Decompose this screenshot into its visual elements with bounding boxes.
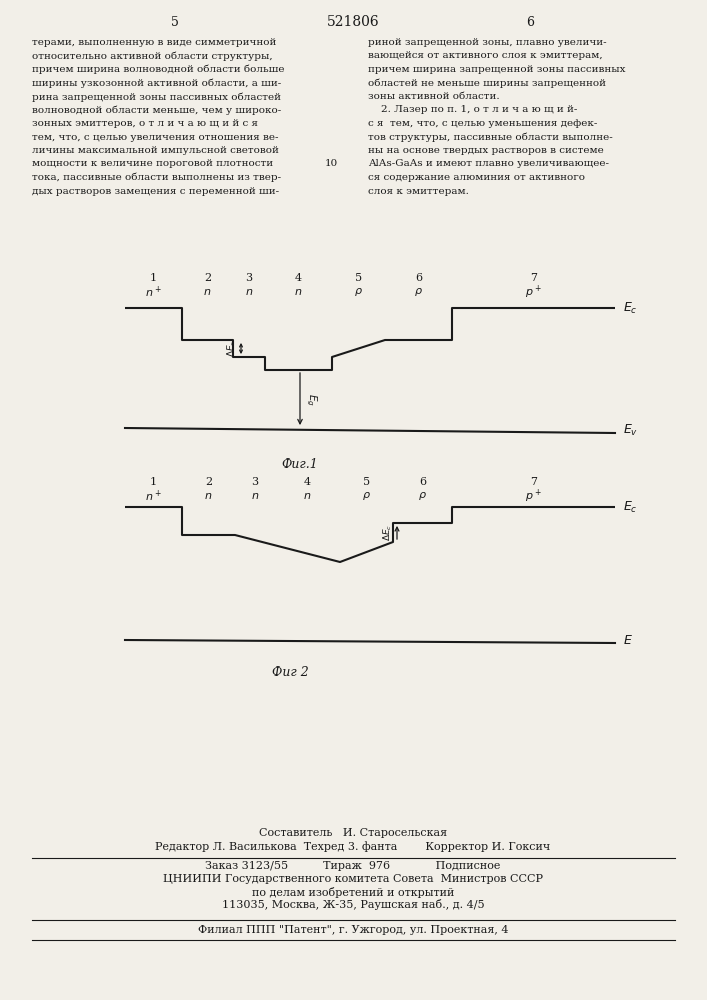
Text: 4: 4 (304, 477, 311, 487)
Text: $n$: $n$ (303, 491, 312, 501)
Text: 521806: 521806 (327, 15, 380, 29)
Text: AlAs-GaAs и имеют плавно увеличивающее-: AlAs-GaAs и имеют плавно увеличивающее- (368, 159, 609, 168)
Text: Составитель   И. Старосельская: Составитель И. Старосельская (259, 828, 447, 838)
Text: дых растворов замещения с переменной ши-: дых растворов замещения с переменной ши- (32, 186, 279, 196)
Text: 7: 7 (530, 273, 537, 283)
Text: зонных эмиттеров, о т л и ч а ю щ и й с я: зонных эмиттеров, о т л и ч а ю щ и й с … (32, 119, 258, 128)
Text: по делам изобретений и открытий: по делам изобретений и открытий (252, 886, 454, 898)
Text: личины максимальной импульсной световой: личины максимальной импульсной световой (32, 146, 279, 155)
Text: $\rho$: $\rho$ (362, 490, 371, 502)
Text: ЦНИИПИ Государственного комитета Совета  Министров СССР: ЦНИИПИ Государственного комитета Совета … (163, 874, 543, 884)
Text: 6: 6 (415, 273, 422, 283)
Text: причем ширина волноводной области больше: причем ширина волноводной области больше (32, 65, 284, 75)
Text: 6: 6 (419, 477, 426, 487)
Text: 5: 5 (355, 273, 362, 283)
Text: 6: 6 (526, 15, 534, 28)
Text: $\Delta E_c$: $\Delta E_c$ (382, 523, 394, 541)
Text: $n$: $n$ (204, 491, 213, 501)
Text: вающейся от активного слоя к эмиттерам,: вающейся от активного слоя к эмиттерам, (368, 51, 602, 60)
Text: $\rho$: $\rho$ (354, 286, 363, 298)
Text: Фиг.1: Фиг.1 (281, 458, 318, 472)
Text: $n^+$: $n^+$ (145, 284, 162, 300)
Text: рина запрещенной зоны пассивных областей: рина запрещенной зоны пассивных областей (32, 92, 281, 102)
Text: ся содержание алюминия от активного: ся содержание алюминия от активного (368, 173, 585, 182)
Text: $n$: $n$ (245, 287, 253, 297)
Text: причем ширина запрещенной зоны пассивных: причем ширина запрещенной зоны пассивных (368, 65, 626, 74)
Text: Фиг 2: Фиг 2 (271, 666, 308, 678)
Text: 2: 2 (205, 477, 212, 487)
Text: относительно активной области структуры,: относительно активной области структуры, (32, 51, 273, 61)
Text: слоя к эмиттерам.: слоя к эмиттерам. (368, 186, 469, 196)
Text: $p^+$: $p^+$ (525, 487, 542, 505)
Text: мощности к величине пороговой плотности: мощности к величине пороговой плотности (32, 159, 273, 168)
Text: 113035, Москва, Ж-35, Раушская наб., д. 4/5: 113035, Москва, Ж-35, Раушская наб., д. … (222, 900, 484, 910)
Text: $n$: $n$ (294, 287, 303, 297)
Text: $\Delta E_c$: $\Delta E_c$ (226, 339, 238, 357)
Text: тока, пассивные области выполнены из твер-: тока, пассивные области выполнены из тве… (32, 173, 281, 182)
Text: $E_g$: $E_g$ (304, 393, 318, 405)
Text: Филиал ППП "Патент", г. Ужгород, ул. Проектная, 4: Филиал ППП "Патент", г. Ужгород, ул. Про… (198, 925, 508, 935)
Text: $n$: $n$ (204, 287, 211, 297)
Text: 5: 5 (363, 477, 370, 487)
Text: $\rho$: $\rho$ (418, 490, 427, 502)
Text: ны на основе твердых растворов в системе: ны на основе твердых растворов в системе (368, 146, 604, 155)
Text: 2. Лазер по п. 1, о т л и ч а ю щ и й-: 2. Лазер по п. 1, о т л и ч а ю щ и й- (368, 105, 578, 114)
Text: с я  тем, что, с целью уменьшения дефек-: с я тем, что, с целью уменьшения дефек- (368, 119, 597, 128)
Text: 2: 2 (204, 273, 211, 283)
Text: 1: 1 (150, 273, 157, 283)
Text: 5: 5 (171, 15, 179, 28)
Text: 3: 3 (252, 477, 259, 487)
Text: 3: 3 (245, 273, 252, 283)
Text: $E_c$: $E_c$ (623, 499, 638, 515)
Text: 1: 1 (150, 477, 157, 487)
Text: $p^+$: $p^+$ (525, 283, 542, 301)
Text: $n^+$: $n^+$ (145, 488, 162, 504)
Text: риной запрещенной зоны, плавно увеличи-: риной запрещенной зоны, плавно увеличи- (368, 38, 607, 47)
Text: зоны активной области.: зоны активной области. (368, 92, 500, 101)
Text: областей не меньше ширины запрещенной: областей не меньше ширины запрещенной (368, 79, 606, 88)
Text: Заказ 3123/55          Тираж  976             Подписное: Заказ 3123/55 Тираж 976 Подписное (205, 861, 501, 871)
Text: 7: 7 (530, 477, 537, 487)
Text: терами, выполненную в виде симметричной: терами, выполненную в виде симметричной (32, 38, 276, 47)
Text: тем, что, с целью увеличения отношения ве-: тем, что, с целью увеличения отношения в… (32, 132, 279, 141)
Text: Редактор Л. Василькова  Техред 3. фанта        Корректор И. Гоксич: Редактор Л. Василькова Техред 3. фанта К… (156, 842, 551, 852)
Text: волноводной области меньше, чем у широко-: волноводной области меньше, чем у широко… (32, 105, 281, 115)
Text: $E$: $E$ (623, 635, 633, 648)
Text: 4: 4 (295, 273, 302, 283)
Text: ширины узкозонной активной области, а ши-: ширины узкозонной активной области, а ши… (32, 79, 281, 88)
Text: тов структуры, пассивные области выполне-: тов структуры, пассивные области выполне… (368, 132, 613, 142)
Text: $n$: $n$ (251, 491, 259, 501)
Text: 10: 10 (325, 159, 338, 168)
Text: $E_v$: $E_v$ (623, 422, 638, 438)
Text: $\rho$: $\rho$ (414, 286, 423, 298)
Text: $E_c$: $E_c$ (623, 300, 638, 316)
